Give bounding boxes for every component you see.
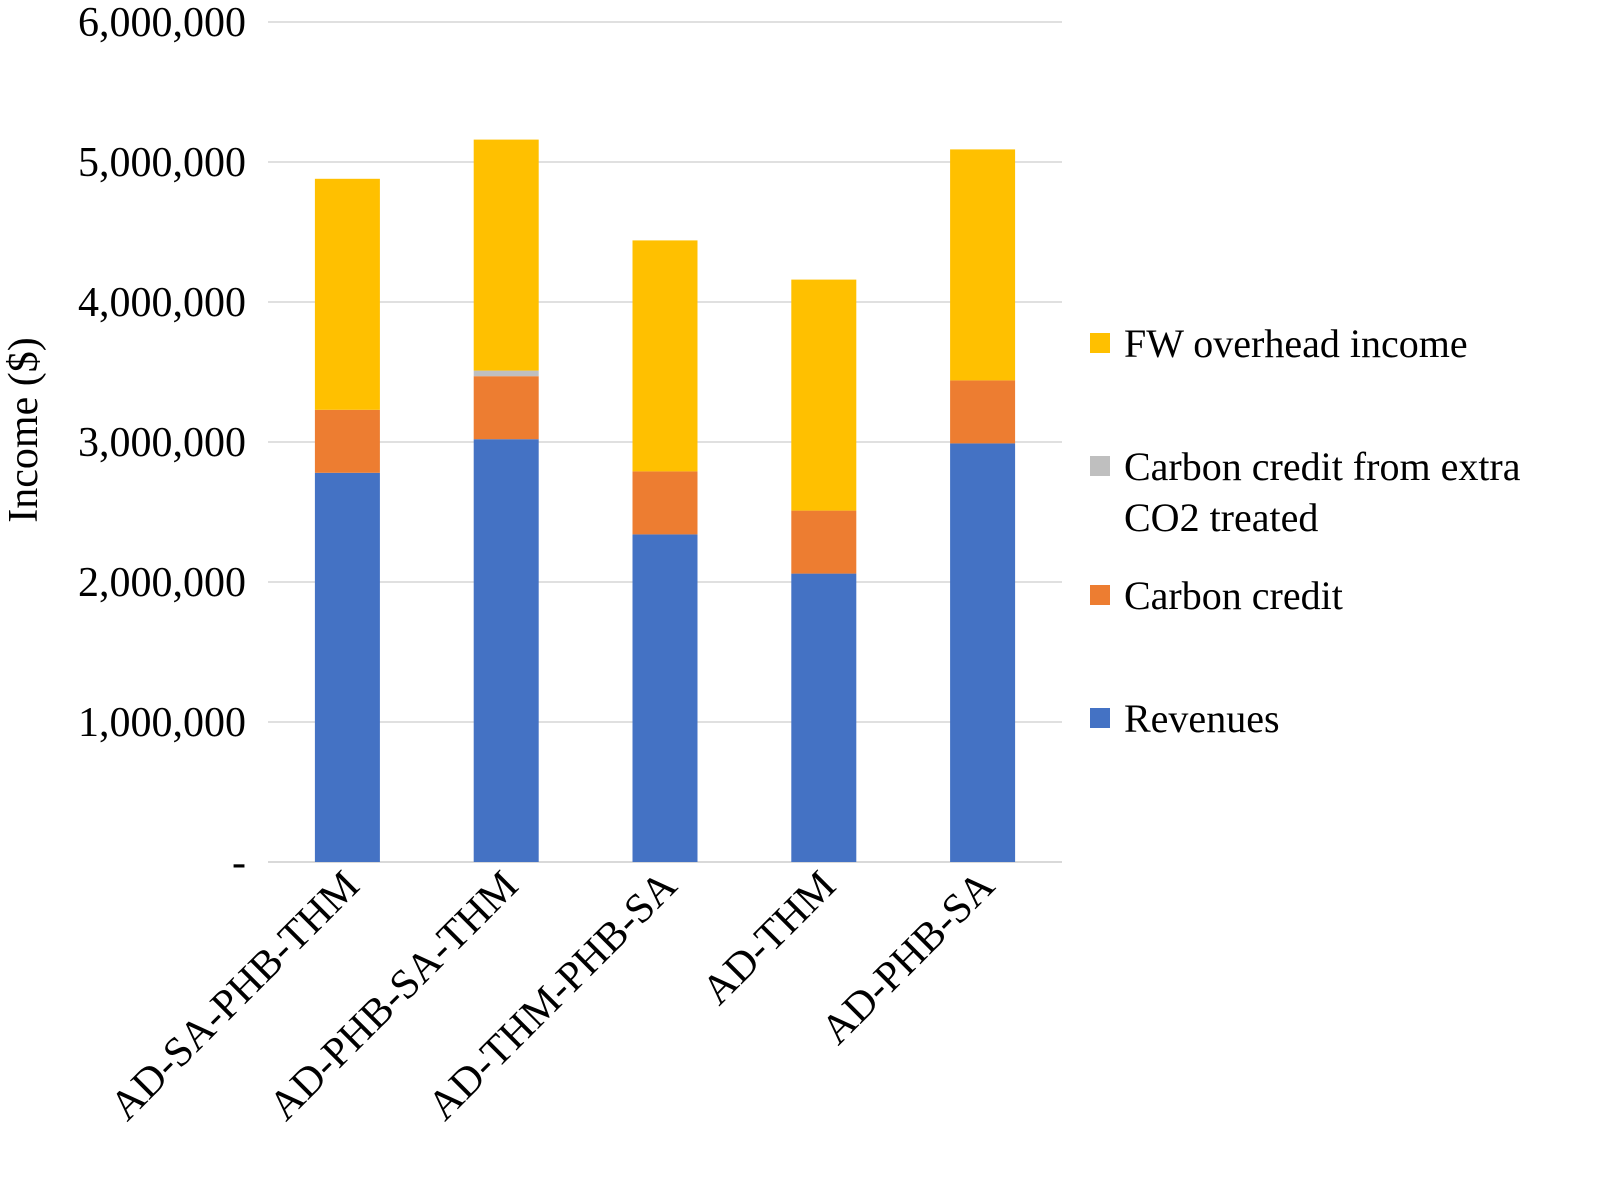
bar-segment [950,380,1016,444]
legend-marker [1090,333,1110,353]
y-tick-label: 4,000,000 [78,280,246,326]
legend-label: Revenues [1124,696,1280,741]
bar-segment [632,240,698,472]
y-tick-label: 2,000,000 [78,560,246,606]
legend-label: Carbon credit from extra CO2 treated [1124,444,1521,540]
bar-segment [473,376,539,440]
y-axis-title: Income ($) [1,337,47,522]
bar-segment [473,370,539,377]
bar-segment [632,534,698,862]
bar-segment [314,178,380,410]
legend-label: Carbon credit [1124,573,1343,618]
bar-segment [632,471,698,535]
bar-segment [314,409,380,473]
bar-segment [314,472,380,862]
legend-label: FW overhead income [1124,321,1468,366]
y-tick-label: 1,000,000 [78,700,246,746]
legend-marker [1090,456,1110,476]
bars [314,139,1016,862]
y-tick-label: 3,000,000 [78,420,246,466]
bar-segment [791,573,857,862]
x-category-label: AD-PHB-SA [813,862,1004,1053]
legend: FW overhead income Carbon credit from ext… [1090,321,1521,741]
y-tick-label: 6,000,000 [78,0,246,46]
bar-segment [950,149,1016,381]
y-tick-label: - [232,840,246,886]
bar-segment [791,279,857,511]
legend-marker [1090,708,1110,728]
bar-segment [791,510,857,574]
bar-segment [473,439,539,862]
bar-segment [473,139,539,371]
y-axis-ticks: - 1,000,000 2,000,000 3,000,000 4,000,000 5,0… [78,0,246,886]
bar-segment [950,443,1016,862]
legend-marker [1090,585,1110,605]
x-category-label: AD-THM [694,863,845,1014]
y-tick-label: 5,000,000 [78,140,246,186]
